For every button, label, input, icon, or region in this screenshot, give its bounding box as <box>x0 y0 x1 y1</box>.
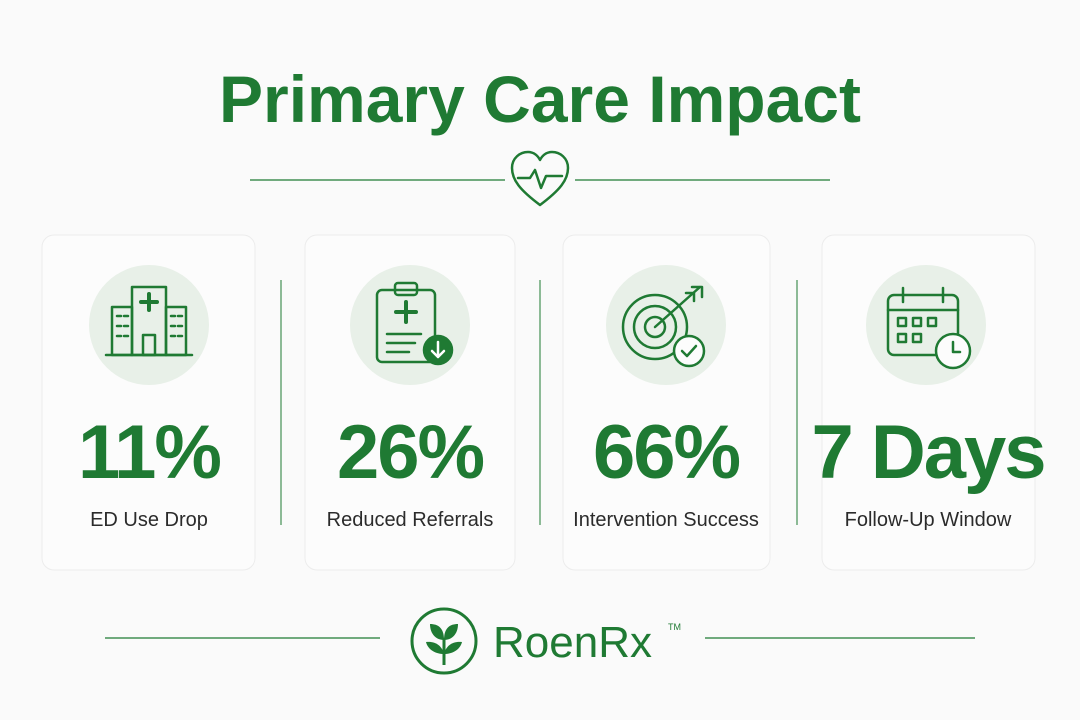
trademark: TM <box>668 622 681 632</box>
calendar-icon <box>886 286 972 370</box>
brand-name: RoenRx <box>493 618 652 667</box>
stat-label: Intervention Success <box>573 509 759 531</box>
stat-value: 66% <box>593 410 740 495</box>
stat-value: 11% <box>78 410 220 495</box>
hospital-icon <box>104 285 194 357</box>
clipboard-icon <box>375 281 454 366</box>
logo <box>410 607 478 675</box>
target-icon <box>621 285 706 368</box>
stat-label: ED Use Drop <box>90 509 208 531</box>
cards <box>41 234 1036 571</box>
stat-label: Reduced Referrals <box>327 509 494 531</box>
divider <box>250 150 830 207</box>
stat-value: 7 Days <box>811 410 1044 495</box>
stat-value: 26% <box>337 410 484 495</box>
stat-label: Follow-Up Window <box>845 509 1012 531</box>
title: Primary Care Impact <box>219 62 861 136</box>
